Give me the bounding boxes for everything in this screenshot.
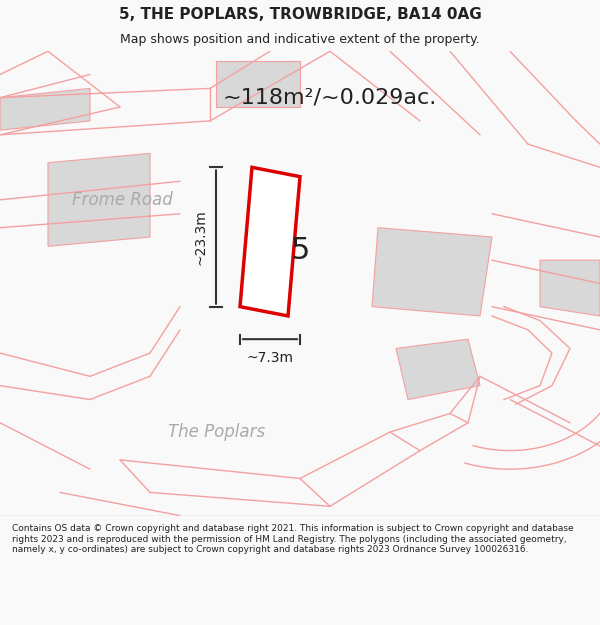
- Polygon shape: [48, 153, 150, 246]
- Text: Map shows position and indicative extent of the property.: Map shows position and indicative extent…: [120, 34, 480, 46]
- Polygon shape: [540, 260, 600, 316]
- Text: ~118m²/~0.029ac.: ~118m²/~0.029ac.: [223, 88, 437, 108]
- Text: 5, THE POPLARS, TROWBRIDGE, BA14 0AG: 5, THE POPLARS, TROWBRIDGE, BA14 0AG: [119, 7, 481, 22]
- Polygon shape: [372, 228, 492, 316]
- Polygon shape: [0, 88, 90, 130]
- Text: Contains OS data © Crown copyright and database right 2021. This information is : Contains OS data © Crown copyright and d…: [12, 524, 574, 554]
- Text: Frome Road: Frome Road: [72, 191, 173, 209]
- Text: ~7.3m: ~7.3m: [247, 351, 293, 365]
- Text: The Poplars: The Poplars: [168, 423, 265, 441]
- Polygon shape: [240, 168, 300, 316]
- Text: ~23.3m: ~23.3m: [194, 209, 208, 265]
- Polygon shape: [396, 339, 480, 399]
- Polygon shape: [216, 61, 300, 107]
- Text: 5: 5: [290, 236, 310, 266]
